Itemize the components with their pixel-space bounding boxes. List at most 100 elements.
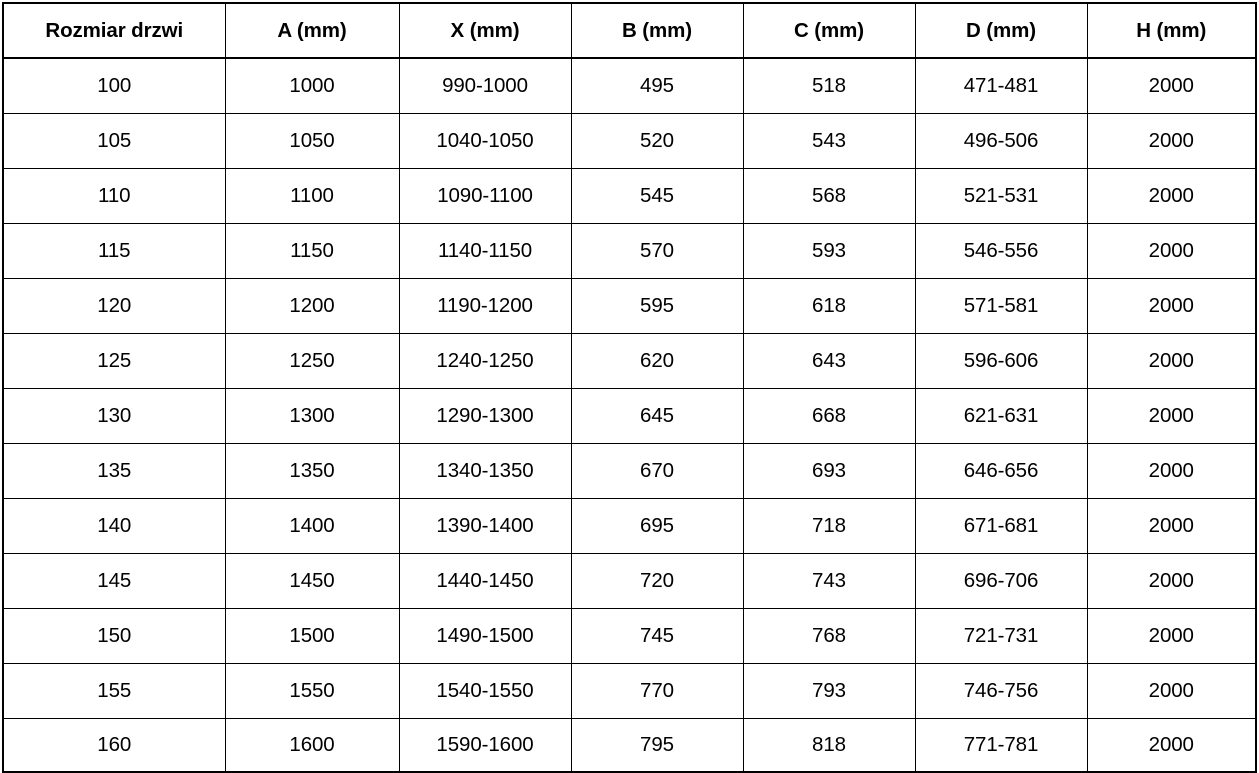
- table-body: 100 1000 990-1000 495 518 471-481 2000 105 1050 1…: [2, 57, 1257, 773]
- table-cell: 668: [742, 388, 916, 444]
- table-cell: 1440-1450: [398, 553, 572, 609]
- table-cell: 2000: [1086, 113, 1257, 169]
- table-cell: 620: [570, 333, 744, 389]
- table-cell: 2000: [1086, 663, 1257, 719]
- table-cell: 771-781: [914, 718, 1088, 773]
- table-cell: 115: [2, 223, 226, 279]
- table-cell: 120: [2, 278, 226, 334]
- table-cell: 695: [570, 498, 744, 554]
- table-cell: 693: [742, 443, 916, 499]
- column-header-x: X (mm): [398, 2, 572, 59]
- table-row: 105 1050 1040-1050 520 543 496-506 2000: [2, 113, 1257, 169]
- table-cell: 2000: [1086, 608, 1257, 664]
- table-cell: 546-556: [914, 223, 1088, 279]
- table-cell: 593: [742, 223, 916, 279]
- table-cell: 818: [742, 718, 916, 773]
- table-cell: 596-606: [914, 333, 1088, 389]
- table-row: 150 1500 1490-1500 745 768 721-731 2000: [2, 608, 1257, 664]
- table-cell: 135: [2, 443, 226, 499]
- table-cell: 1150: [224, 223, 400, 279]
- table-cell: 545: [570, 168, 744, 224]
- table-cell: 793: [742, 663, 916, 719]
- table-cell: 646-656: [914, 443, 1088, 499]
- table-cell: 1040-1050: [398, 113, 572, 169]
- table-cell: 2000: [1086, 223, 1257, 279]
- table-cell: 768: [742, 608, 916, 664]
- table-cell: 1290-1300: [398, 388, 572, 444]
- table-cell: 2000: [1086, 498, 1257, 554]
- table-cell: 568: [742, 168, 916, 224]
- table-cell: 570: [570, 223, 744, 279]
- table-cell: 2000: [1086, 388, 1257, 444]
- table-cell: 1250: [224, 333, 400, 389]
- table-cell: 621-631: [914, 388, 1088, 444]
- table-cell: 150: [2, 608, 226, 664]
- table-cell: 718: [742, 498, 916, 554]
- table-cell: 721-731: [914, 608, 1088, 664]
- table-cell: 2000: [1086, 718, 1257, 773]
- table-row: 160 1600 1590-1600 795 818 771-781 2000: [2, 718, 1257, 773]
- table-cell: 1050: [224, 113, 400, 169]
- table-row: 125 1250 1240-1250 620 643 596-606 2000: [2, 333, 1257, 389]
- table-cell: 543: [742, 113, 916, 169]
- table-cell: 1400: [224, 498, 400, 554]
- table-cell: 745: [570, 608, 744, 664]
- table-cell: 2000: [1086, 57, 1257, 114]
- column-header-rozmiar-drzwi: Rozmiar drzwi: [2, 2, 226, 59]
- table-cell: 770: [570, 663, 744, 719]
- header-row: Rozmiar drzwi A (mm) X (mm) B (mm) C (mm…: [2, 2, 1257, 59]
- table-cell: 1200: [224, 278, 400, 334]
- table-row: 135 1350 1340-1350 670 693 646-656 2000: [2, 443, 1257, 499]
- table-row: 110 1100 1090-1100 545 568 521-531 2000: [2, 168, 1257, 224]
- table-cell: 746-756: [914, 663, 1088, 719]
- table-header: Rozmiar drzwi A (mm) X (mm) B (mm) C (mm…: [2, 2, 1257, 59]
- column-header-a: A (mm): [224, 2, 400, 59]
- table-cell: 495: [570, 57, 744, 114]
- table-cell: 521-531: [914, 168, 1088, 224]
- table-cell: 155: [2, 663, 226, 719]
- table-cell: 2000: [1086, 443, 1257, 499]
- table-cell: 2000: [1086, 333, 1257, 389]
- table-cell: 518: [742, 57, 916, 114]
- table-cell: 618: [742, 278, 916, 334]
- column-header-c: C (mm): [742, 2, 916, 59]
- table-cell: 160: [2, 718, 226, 773]
- table-cell: 671-681: [914, 498, 1088, 554]
- table-cell: 1550: [224, 663, 400, 719]
- table-cell: 125: [2, 333, 226, 389]
- table-cell: 140: [2, 498, 226, 554]
- column-header-h: H (mm): [1086, 2, 1257, 59]
- table-cell: 670: [570, 443, 744, 499]
- table-cell: 1240-1250: [398, 333, 572, 389]
- table-cell: 1350: [224, 443, 400, 499]
- table-cell: 1490-1500: [398, 608, 572, 664]
- table-cell: 2000: [1086, 168, 1257, 224]
- table-cell: 130: [2, 388, 226, 444]
- table-cell: 1090-1100: [398, 168, 572, 224]
- table-cell: 1000: [224, 57, 400, 114]
- table-row: 155 1550 1540-1550 770 793 746-756 2000: [2, 663, 1257, 719]
- table-cell: 2000: [1086, 553, 1257, 609]
- table-cell: 696-706: [914, 553, 1088, 609]
- table-cell: 795: [570, 718, 744, 773]
- table-cell: 990-1000: [398, 57, 572, 114]
- table-cell: 100: [2, 57, 226, 114]
- table-cell: 1450: [224, 553, 400, 609]
- table-cell: 645: [570, 388, 744, 444]
- table-cell: 105: [2, 113, 226, 169]
- table-cell: 1540-1550: [398, 663, 572, 719]
- table-cell: 743: [742, 553, 916, 609]
- table-cell: 643: [742, 333, 916, 389]
- table-cell: 1140-1150: [398, 223, 572, 279]
- table-cell: 496-506: [914, 113, 1088, 169]
- table-cell: 1100: [224, 168, 400, 224]
- table-cell: 145: [2, 553, 226, 609]
- table-row: 140 1400 1390-1400 695 718 671-681 2000: [2, 498, 1257, 554]
- table-cell: 1500: [224, 608, 400, 664]
- table-cell: 471-481: [914, 57, 1088, 114]
- table-cell: 110: [2, 168, 226, 224]
- table-row: 100 1000 990-1000 495 518 471-481 2000: [2, 57, 1257, 114]
- table-cell: 720: [570, 553, 744, 609]
